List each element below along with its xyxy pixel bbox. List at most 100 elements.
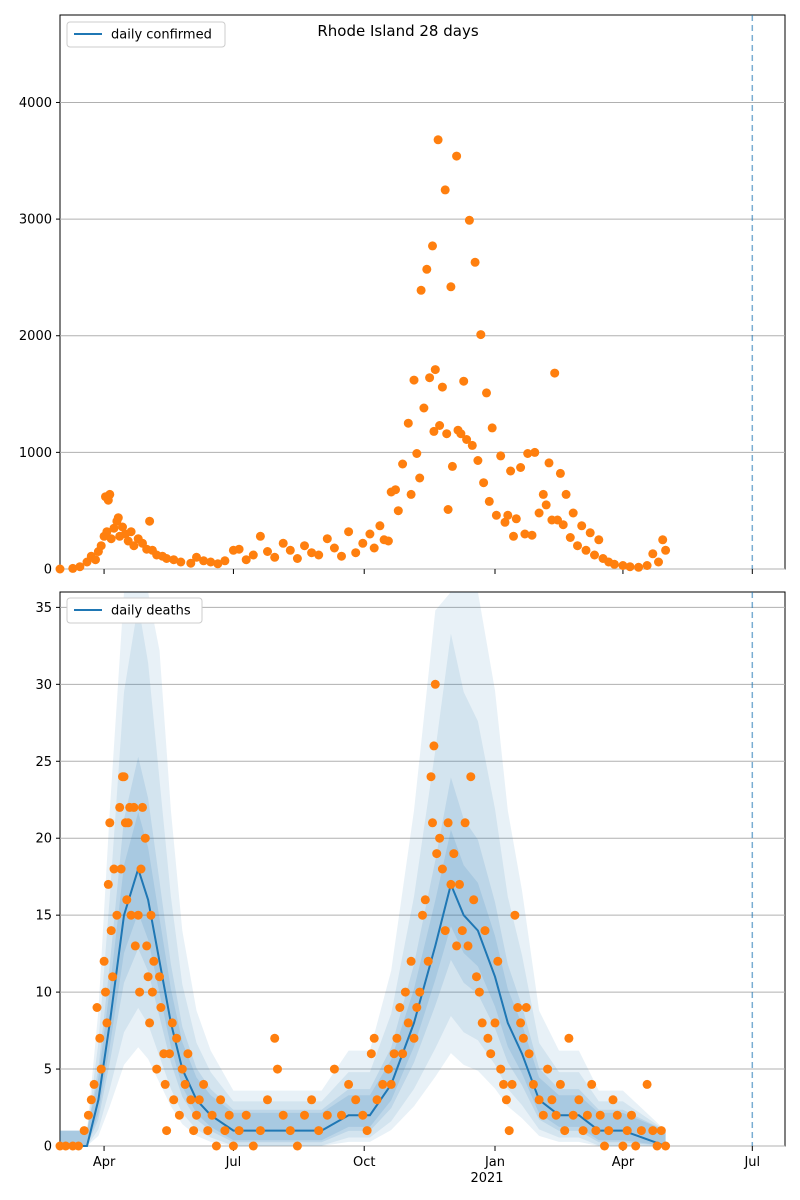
confirmed-data-point xyxy=(520,529,530,539)
deaths-data-point xyxy=(172,1033,182,1043)
confirmed-data-point xyxy=(270,552,280,562)
confirmed-data-point xyxy=(416,285,426,295)
deaths-data-point xyxy=(307,1095,317,1105)
deaths-data-point xyxy=(564,1033,574,1043)
confirmed-data-point xyxy=(422,264,432,274)
confirmed-data-point xyxy=(491,510,501,520)
confirmed-data-point xyxy=(96,541,106,551)
deaths-data-point xyxy=(136,864,146,874)
confirmed-data-point xyxy=(415,473,425,483)
deaths-data-point xyxy=(480,926,490,936)
deaths-data-point xyxy=(207,1110,217,1120)
legend-label-confirmed: daily confirmed xyxy=(111,28,212,43)
confirmed-data-point xyxy=(314,550,324,560)
confirmed-data-point xyxy=(452,151,462,161)
deaths-data-point xyxy=(449,849,459,859)
legend-box xyxy=(66,21,226,48)
confirmed-data-point xyxy=(241,555,251,565)
confirmed-data-point xyxy=(446,282,456,292)
deaths-data-point xyxy=(115,802,125,812)
deaths-data-point xyxy=(248,1141,258,1151)
confirmed-data-point xyxy=(285,545,295,555)
confirmed-data-point xyxy=(634,562,644,572)
deaths-data-point xyxy=(109,864,119,874)
deaths-data-point xyxy=(366,1049,376,1059)
deaths-data-point xyxy=(135,987,145,997)
deaths-data-point xyxy=(432,849,442,859)
deaths-data-point xyxy=(395,1003,405,1012)
confirmed-data-point xyxy=(433,135,443,145)
deaths-x-ticks: Apr Jul Oct Jan Apr Jul xyxy=(93,1146,760,1170)
deaths-data-point xyxy=(133,910,143,920)
deaths-data-point xyxy=(648,1126,658,1136)
legend-box xyxy=(66,597,203,624)
confirmed-data-point xyxy=(126,527,136,537)
deaths-data-point xyxy=(228,1141,238,1151)
deaths-data-point xyxy=(95,1033,105,1043)
deaths-y-tick-label: 10 xyxy=(35,986,52,1001)
deaths-data-point xyxy=(337,1110,346,1120)
confirmed-data-point xyxy=(113,513,123,523)
confirmed-data-point xyxy=(234,544,244,554)
deaths-data-point xyxy=(486,1049,496,1059)
deaths-data-point xyxy=(538,1110,548,1120)
deaths-data-point xyxy=(513,1003,523,1012)
deaths-data-point xyxy=(102,1018,112,1028)
confirmed-data-point xyxy=(105,489,115,499)
confirmed-data-point xyxy=(358,538,368,548)
confirmed-data-point xyxy=(106,534,116,544)
deaths-data-point xyxy=(224,1110,234,1120)
deaths-data-point xyxy=(409,1033,419,1043)
confirmed-data-point xyxy=(473,456,483,465)
deaths-data-point xyxy=(428,818,437,828)
deaths-y-ticks: 0 5 10 15 20 25 30 35 xyxy=(35,601,60,1155)
deaths-data-point xyxy=(105,818,115,828)
deaths-data-point xyxy=(496,1064,506,1074)
deaths-data-point xyxy=(426,772,436,782)
confirmed-data-point xyxy=(642,561,652,570)
confirmed-data-point xyxy=(462,435,472,444)
deaths-data-point xyxy=(652,1141,662,1151)
deaths-data-point xyxy=(372,1095,382,1105)
confirmed-y-tick-label: 2000 xyxy=(19,329,52,344)
deaths-data-point xyxy=(174,1110,184,1120)
confirmed-data-point xyxy=(176,557,186,567)
deaths-data-point xyxy=(383,1064,393,1074)
deaths-data-point xyxy=(543,1064,553,1074)
deaths-data-point xyxy=(440,926,450,936)
deaths-data-point xyxy=(146,910,156,920)
confirmed-data-point xyxy=(443,505,453,514)
confirmed-data-point xyxy=(476,330,486,340)
deaths-data-point xyxy=(61,1141,71,1151)
deaths-data-point xyxy=(89,1079,99,1089)
deaths-data-point xyxy=(369,1033,379,1043)
deaths-data-point xyxy=(300,1110,309,1120)
deaths-data-point xyxy=(142,941,152,951)
deaths-data-point xyxy=(618,1141,628,1151)
deaths-data-point xyxy=(194,1095,204,1105)
deaths-legend: daily deaths xyxy=(66,597,203,624)
confirmed-data-point xyxy=(561,489,571,499)
confirmed-data-point xyxy=(496,451,506,461)
deaths-panel: 0 5 10 15 20 25 30 35 Apr Jul Oct Jan Apr Jul daily … xyxy=(35,591,786,1186)
deaths-data-point xyxy=(406,956,416,966)
deaths-data-point xyxy=(86,1095,96,1105)
confirmed-data-point xyxy=(292,554,302,563)
deaths-data-point xyxy=(278,1110,288,1120)
deaths-data-point xyxy=(92,1003,102,1012)
deaths-data-point xyxy=(344,1079,354,1089)
deaths-data-point xyxy=(103,879,113,889)
confirmed-data-point xyxy=(351,548,361,558)
confirmed-data-point xyxy=(412,449,422,458)
deaths-data-point xyxy=(116,864,126,874)
deaths-data-point xyxy=(595,1110,605,1120)
deaths-data-point xyxy=(608,1095,618,1105)
confirmed-data-point xyxy=(365,529,375,539)
deaths-uncertainty-band xyxy=(60,604,666,1146)
confirmed-data-point xyxy=(470,257,480,267)
confirmed-y-tick-label: 3000 xyxy=(19,213,52,228)
confirmed-data-point xyxy=(437,382,447,392)
deaths-y-tick-label: 25 xyxy=(35,755,52,770)
x-tick-label: Jul xyxy=(743,1155,760,1170)
